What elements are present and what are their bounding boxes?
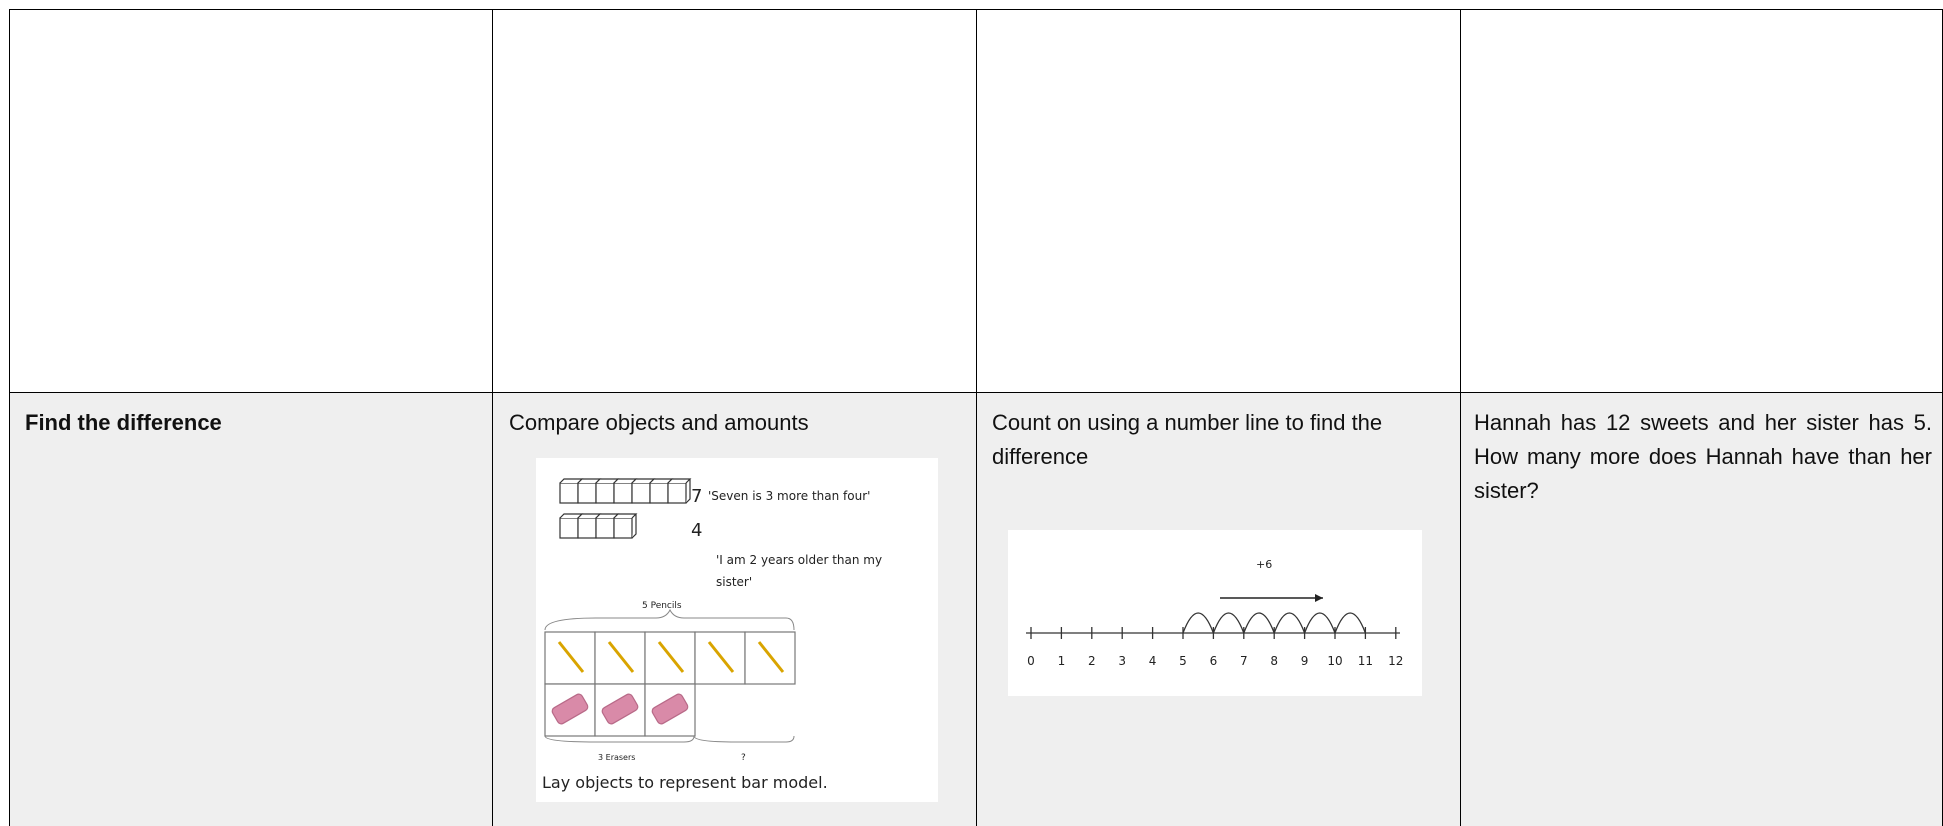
brace xyxy=(544,735,795,743)
tick-label: 11 xyxy=(1358,654,1373,668)
cube xyxy=(613,517,633,539)
tick-label: 9 xyxy=(1301,654,1309,668)
cube-edge xyxy=(667,478,692,504)
cube xyxy=(577,482,597,504)
cell xyxy=(1460,392,1943,826)
cube xyxy=(613,482,633,504)
jump-label: +6 xyxy=(1256,558,1272,571)
label: 'Seven is 3 more than four' xyxy=(708,489,870,503)
cube xyxy=(595,482,615,504)
arrow-head xyxy=(1315,594,1323,602)
eraser xyxy=(651,693,689,725)
pencil xyxy=(757,641,785,673)
cell-text: Count on using a number line to find the… xyxy=(992,410,1383,469)
pencil xyxy=(657,641,685,673)
hop-arc xyxy=(1243,612,1275,634)
cube xyxy=(577,517,597,539)
tick-label: 0 xyxy=(1027,654,1035,668)
number-line-image: +6 0 1 2 3 4 5 6 7 8 9 10 11 12 xyxy=(1008,530,1422,696)
cell-text: Compare objects and amounts xyxy=(509,410,809,435)
cube xyxy=(667,482,687,504)
eraser xyxy=(551,693,589,725)
tick-label: 3 xyxy=(1118,654,1126,668)
eraser xyxy=(601,693,639,725)
label: ? xyxy=(741,753,746,763)
pencil xyxy=(707,641,735,673)
cell xyxy=(1460,9,1943,393)
cell xyxy=(9,9,493,393)
caption: Lay objects to represent bar model. xyxy=(542,773,828,792)
cell xyxy=(976,9,1461,393)
tick-label: 1 xyxy=(1058,654,1066,668)
tick-label: 4 xyxy=(1149,654,1157,668)
label: 'I am 2 years older than my xyxy=(716,553,882,567)
label: 5 Pencils xyxy=(642,601,682,611)
bar-model-image: 7 'Seven is 3 more than four' 4 'I am 2 … xyxy=(536,458,938,802)
tick-label: 7 xyxy=(1240,654,1248,668)
label: 4 xyxy=(691,520,702,541)
cube xyxy=(595,517,615,539)
tick-label: 12 xyxy=(1388,654,1403,668)
cell-text: Hannah has 12 sweets and her sister has … xyxy=(1474,410,1932,503)
hop-arc xyxy=(1273,612,1306,634)
pencil xyxy=(557,641,585,673)
cell xyxy=(492,9,977,393)
hop-arc xyxy=(1182,612,1215,634)
pencil xyxy=(607,641,635,673)
label: sister' xyxy=(716,575,752,589)
tick-label: 8 xyxy=(1270,654,1278,668)
tick-label: 6 xyxy=(1210,654,1218,668)
cell xyxy=(9,392,493,826)
cube-edge xyxy=(613,513,638,539)
cube xyxy=(559,482,579,504)
tick-label: 5 xyxy=(1179,654,1187,668)
tick-label: 10 xyxy=(1327,654,1342,668)
cube xyxy=(631,482,651,504)
cube xyxy=(649,482,669,504)
hop-arc xyxy=(1212,612,1245,634)
hop-arc xyxy=(1303,612,1336,634)
hop-arc xyxy=(1334,612,1367,634)
tick-label: 2 xyxy=(1088,654,1096,668)
cell-text: Find the difference xyxy=(25,410,222,435)
label: 7 xyxy=(691,486,702,507)
label: 3 Erasers xyxy=(598,753,635,762)
brace xyxy=(544,608,795,631)
cube xyxy=(559,517,579,539)
